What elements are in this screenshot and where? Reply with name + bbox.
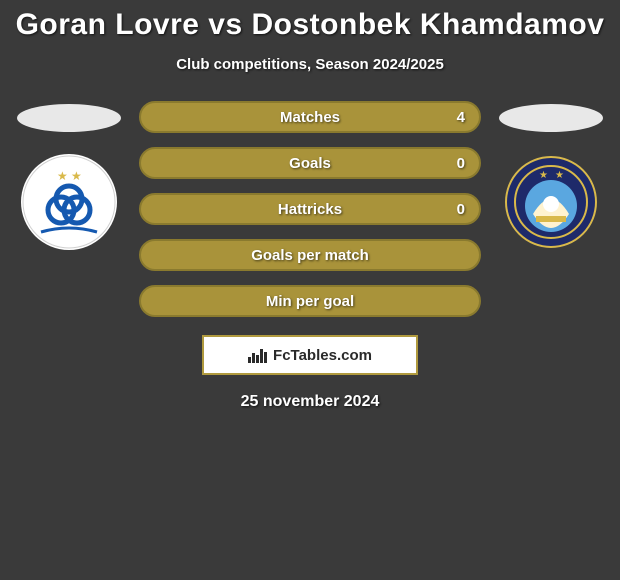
stat-row-goals: Goals 0 — [139, 147, 481, 179]
stat-label: Min per goal — [141, 293, 479, 310]
stat-row-matches: Matches 4 — [139, 101, 481, 133]
left-club-icon: ★ ★ — [21, 154, 117, 250]
stat-row-goals-per-match: Goals per match — [139, 239, 481, 271]
stat-label: Goals per match — [141, 247, 479, 264]
svg-text:★: ★ — [71, 169, 82, 183]
date-line: 25 november 2024 — [0, 393, 620, 411]
svg-text:★: ★ — [539, 170, 548, 181]
stat-row-min-per-goal: Min per goal — [139, 285, 481, 317]
right-club-badge: ★ ★ — [503, 154, 599, 250]
subtitle: Club competitions, Season 2024/2025 — [0, 56, 620, 73]
svg-text:★: ★ — [555, 170, 564, 181]
stat-value: 0 — [457, 201, 465, 218]
stat-label: Hattricks — [141, 201, 479, 218]
stat-label: Matches — [141, 109, 479, 126]
right-player-placeholder — [499, 104, 603, 132]
chart-icon — [248, 347, 267, 363]
stat-value: 0 — [457, 155, 465, 172]
comparison-card: Goran Lovre vs Dostonbek Khamdamov Club … — [0, 0, 620, 411]
stat-row-hattricks: Hattricks 0 — [139, 193, 481, 225]
stats-column: Matches 4 Goals 0 Hattricks 0 Goals per … — [139, 101, 481, 317]
left-player-col: ★ ★ — [17, 101, 121, 250]
right-player-col: ★ ★ — [499, 101, 603, 250]
stat-label: Goals — [141, 155, 479, 172]
left-player-placeholder — [17, 104, 121, 132]
page-title: Goran Lovre vs Dostonbek Khamdamov — [0, 8, 620, 42]
svg-text:★: ★ — [57, 169, 68, 183]
right-club-icon: ★ ★ — [503, 154, 599, 250]
left-club-badge: ★ ★ — [21, 154, 117, 250]
stat-value: 4 — [457, 109, 465, 126]
main-row: ★ ★ Matches 4 Goals 0 Hattricks — [0, 101, 620, 317]
brand-text: FcTables.com — [273, 347, 372, 364]
brand-box[interactable]: FcTables.com — [202, 335, 418, 375]
